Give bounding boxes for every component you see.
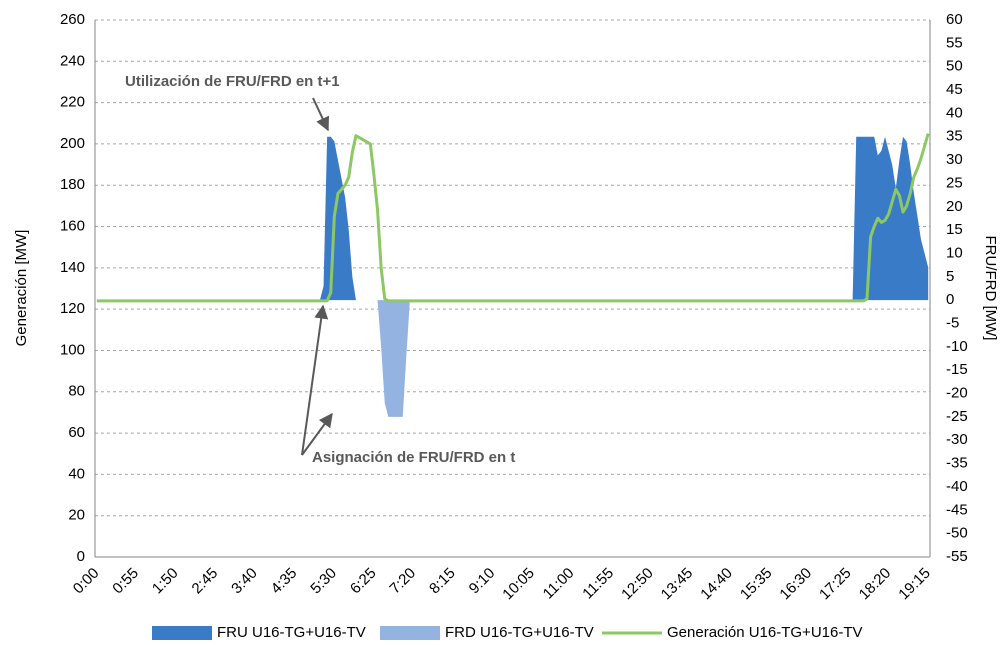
y2-axis-label: FRU/FRD [MW]	[982, 236, 999, 341]
annotation: Utilización de FRU/FRD en t+1	[125, 73, 340, 90]
y-tick-label: 220	[60, 94, 85, 111]
legend-swatch	[152, 626, 212, 640]
arrow	[312, 97, 329, 132]
y2-tick-label: -35	[946, 455, 968, 472]
annotations: Utilización de FRU/FRD en t+1 Asignación…	[125, 73, 515, 466]
area	[96, 300, 929, 417]
legend-swatch	[380, 626, 440, 640]
x-tick-label: 9:10	[466, 565, 499, 598]
y2-tick-label: -50	[946, 525, 968, 542]
y-axis-label: Generación [MW]	[13, 230, 30, 347]
legend-label: Generación U16-TG+U16-TV	[667, 624, 863, 641]
y2-tick-label: -45	[946, 501, 968, 518]
y-tick-label: 240	[60, 52, 85, 69]
area	[96, 136, 929, 301]
y2-tick-label: -20	[946, 385, 968, 402]
x-tick-label: 3:40	[228, 565, 261, 598]
y2-tick-label: -30	[946, 431, 968, 448]
y-tick-label: 40	[68, 465, 85, 482]
x-tick-label: 17:25	[816, 565, 855, 604]
x-tick-label: 16:30	[776, 565, 815, 604]
x-tick-label: 10:05	[499, 565, 538, 604]
y2-tick-label: 30	[946, 151, 963, 168]
y-tick-label: 160	[60, 218, 85, 235]
y-tick-label: 180	[60, 176, 85, 193]
x-tick-label: 13:45	[658, 565, 697, 604]
x-tick-label: 7:20	[386, 565, 419, 598]
x-tick-label: 0:00	[70, 565, 103, 598]
x-tick-label: 0:55	[109, 565, 142, 598]
y2-tick-label: -40	[946, 478, 968, 495]
y2-tick-label: 0	[946, 291, 954, 308]
y2-tick-label: 15	[946, 221, 963, 238]
x-tick-label: 11:55	[579, 565, 617, 603]
y2-tick-label: 25	[946, 174, 963, 191]
x-tick-label: 2:45	[189, 565, 222, 598]
x-tick-label: 14:40	[697, 565, 736, 604]
y2-tick-label: -55	[946, 548, 968, 565]
y2-tick-label: 55	[946, 34, 963, 51]
legend-label: FRU U16-TG+U16-TV	[217, 624, 366, 641]
y2-tick-label: -25	[946, 408, 968, 425]
y2-tick-label: 10	[946, 244, 963, 261]
arrow	[301, 412, 333, 456]
y-tick-label: 120	[60, 300, 85, 317]
y2-tick-label: 35	[946, 128, 963, 145]
y-tick-label: 0	[77, 548, 85, 565]
y2-tick-label: 5	[946, 268, 954, 285]
x-tick-label: 6:25	[347, 565, 380, 598]
arrow	[301, 304, 329, 456]
y-tick-label: 20	[68, 507, 85, 524]
x-tick-label: 12:50	[618, 565, 657, 604]
y2-tick-label: -5	[946, 314, 959, 331]
line	[96, 133, 930, 303]
x-tick-label: 11:00	[540, 565, 578, 603]
y2-tick-label: -15	[946, 361, 968, 378]
x-tick-label: 1:50	[149, 565, 182, 598]
x-tick-label: 4:35	[268, 565, 301, 598]
y-tick-label: 260	[60, 11, 85, 28]
y2-tick-label: 45	[946, 81, 963, 98]
y2-tick-label: 40	[946, 104, 963, 121]
x-tick-label: 8:15	[426, 565, 459, 598]
x-tick-label: 18:20	[856, 565, 895, 604]
y-tick-label: 60	[68, 424, 85, 441]
y2-tick-label: 20	[946, 198, 963, 215]
y-tick-label: 200	[60, 135, 85, 152]
y2-tick-label: -10	[946, 338, 968, 355]
legend-label: FRD U16-TG+U16-TV	[445, 624, 594, 641]
y-tick-label: 100	[60, 341, 85, 358]
plot-area: 020406080100120140160180200220240260-55-…	[60, 11, 968, 603]
annotation: Asignación de FRU/FRD en t	[312, 449, 515, 466]
y2-tick-label: 60	[946, 11, 963, 28]
x-tick-label: 5:30	[307, 565, 340, 598]
x-tick-label: 19:15	[895, 565, 934, 604]
y-tick-label: 140	[60, 259, 85, 276]
y2-tick-label: 50	[946, 58, 963, 75]
y-tick-label: 80	[68, 383, 85, 400]
x-tick-label: 15:35	[737, 565, 776, 604]
